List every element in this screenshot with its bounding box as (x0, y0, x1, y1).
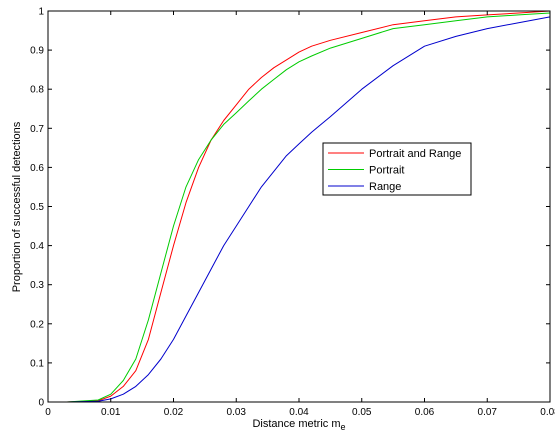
y-tick-label: 0.2 (30, 319, 44, 330)
x-tick-label: 0.08 (540, 407, 555, 418)
series-layer (66, 10, 551, 403)
tick-layer: 0 0.01 0.02 0.03 0.04 0.05 0.06 0.07 0.08 0 0.1 0.2… (30, 7, 555, 419)
y-tick-label: 0.7 (30, 124, 44, 135)
x-tick-label: 0.07 (478, 407, 498, 418)
series-line-portrait-and-range (66, 10, 551, 403)
x-tick-label: 0.06 (415, 407, 435, 418)
y-tick-label: 0.8 (30, 85, 44, 96)
x-axis-title-main: Distance metric m (252, 418, 340, 430)
x-axis-title-subscript: e (341, 422, 346, 432)
legend-label-range: Range (369, 181, 401, 193)
y-tick-label: 0.5 (30, 202, 44, 213)
y-tick-label: 1 (38, 7, 44, 18)
x-tick-label: 0.04 (289, 407, 309, 418)
legend-label-portrait: Portrait (369, 165, 404, 177)
x-tick-label: 0.01 (101, 407, 121, 418)
x-axis-title: Distance metric me (252, 418, 345, 432)
y-tick-label: 0.3 (30, 280, 44, 291)
legend: Portrait and Range Portrait Range (322, 142, 472, 196)
y-tick-label: 0.4 (30, 241, 44, 252)
x-tick-label: 0.03 (227, 407, 247, 418)
y-tick-label: 0.9 (30, 46, 44, 57)
y-axis-title: Proportion of successful detections (11, 121, 23, 292)
y-tick-label: 0.6 (30, 163, 44, 174)
x-tick-label: 0 (45, 407, 51, 418)
series-line-portrait (66, 12, 551, 403)
y-tick-label: 0 (38, 398, 44, 409)
legend-label-portrait-and-range: Portrait and Range (369, 148, 461, 160)
x-tick-label: 0.02 (164, 407, 184, 418)
series-line-range (66, 16, 551, 403)
x-tick-label: 0.05 (352, 407, 372, 418)
y-tick-label: 0.1 (30, 358, 44, 369)
plot-area (48, 11, 550, 402)
